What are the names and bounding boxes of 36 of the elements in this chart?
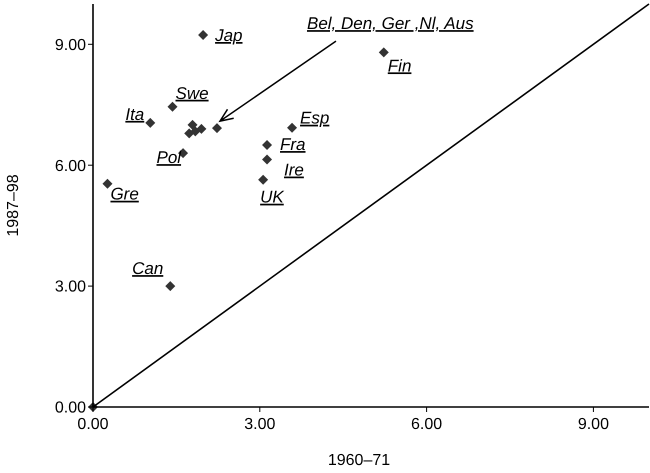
- point: [262, 140, 272, 150]
- y-tick-label: 9.00: [54, 36, 86, 54]
- point: [168, 102, 178, 112]
- annotation: Pol: [156, 148, 182, 168]
- annotation: Fin: [388, 56, 412, 76]
- point: [198, 30, 208, 40]
- y-tick-label: 6.00: [54, 158, 86, 175]
- x-tick-label: 6.00: [411, 416, 442, 433]
- annotation: Bel, Den, Ger ,Nl, Aus: [306, 14, 474, 34]
- annotation: Jap: [214, 26, 243, 46]
- x-tick-label: 9.00: [578, 416, 610, 433]
- y-tick-label: 3.00: [54, 278, 86, 296]
- point: [258, 174, 268, 185]
- annotation: Swe: [176, 84, 209, 103]
- annotation: Ita: [125, 104, 144, 124]
- y-axis-title: 1987–98: [5, 174, 22, 237]
- annotation: Fra: [280, 135, 306, 154]
- annotation: UK: [260, 188, 284, 207]
- annotation: Can: [132, 259, 164, 278]
- x-tick-label: 3.00: [244, 416, 276, 433]
- x-axis-title: 1960–71: [328, 452, 390, 469]
- x-tick-label: 0.00: [77, 416, 109, 433]
- point: [102, 178, 112, 189]
- y-tick-label: 0.00: [54, 400, 86, 417]
- point: [165, 281, 176, 292]
- annotation: Ire: [284, 160, 304, 180]
- point: [196, 124, 206, 134]
- point: [190, 126, 200, 136]
- point: [287, 122, 298, 133]
- point: [212, 123, 222, 134]
- annotation: Esp: [300, 108, 330, 128]
- point: [188, 120, 198, 130]
- point: [378, 47, 389, 58]
- point: [145, 118, 156, 128]
- annotation: Gre: [110, 184, 139, 204]
- point: [262, 154, 272, 165]
